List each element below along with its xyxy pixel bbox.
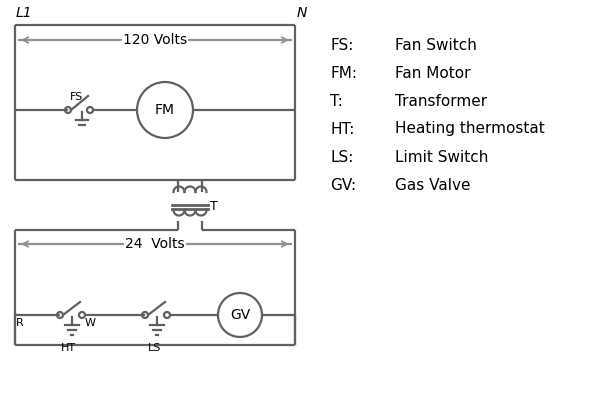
Text: Fan Switch: Fan Switch: [395, 38, 477, 52]
Text: 120 Volts: 120 Volts: [123, 33, 187, 47]
Text: GV:: GV:: [330, 178, 356, 192]
Text: LS:: LS:: [330, 150, 353, 164]
Text: L1: L1: [16, 6, 32, 20]
Text: W: W: [85, 318, 96, 328]
Text: 24  Volts: 24 Volts: [125, 237, 185, 251]
Text: FM:: FM:: [330, 66, 357, 80]
Text: GV: GV: [230, 308, 250, 322]
Text: T:: T:: [330, 94, 343, 108]
Text: FS: FS: [70, 92, 83, 102]
Text: Heating thermostat: Heating thermostat: [395, 122, 545, 136]
Text: Fan Motor: Fan Motor: [395, 66, 470, 80]
Text: LS: LS: [148, 343, 162, 353]
Text: R: R: [16, 318, 24, 328]
Text: Limit Switch: Limit Switch: [395, 150, 489, 164]
Text: T: T: [210, 200, 218, 214]
Text: N: N: [297, 6, 307, 20]
Text: FS:: FS:: [330, 38, 353, 52]
Text: HT: HT: [60, 343, 76, 353]
Text: Transformer: Transformer: [395, 94, 487, 108]
Text: Gas Valve: Gas Valve: [395, 178, 470, 192]
Text: HT:: HT:: [330, 122, 355, 136]
Text: FM: FM: [155, 103, 175, 117]
